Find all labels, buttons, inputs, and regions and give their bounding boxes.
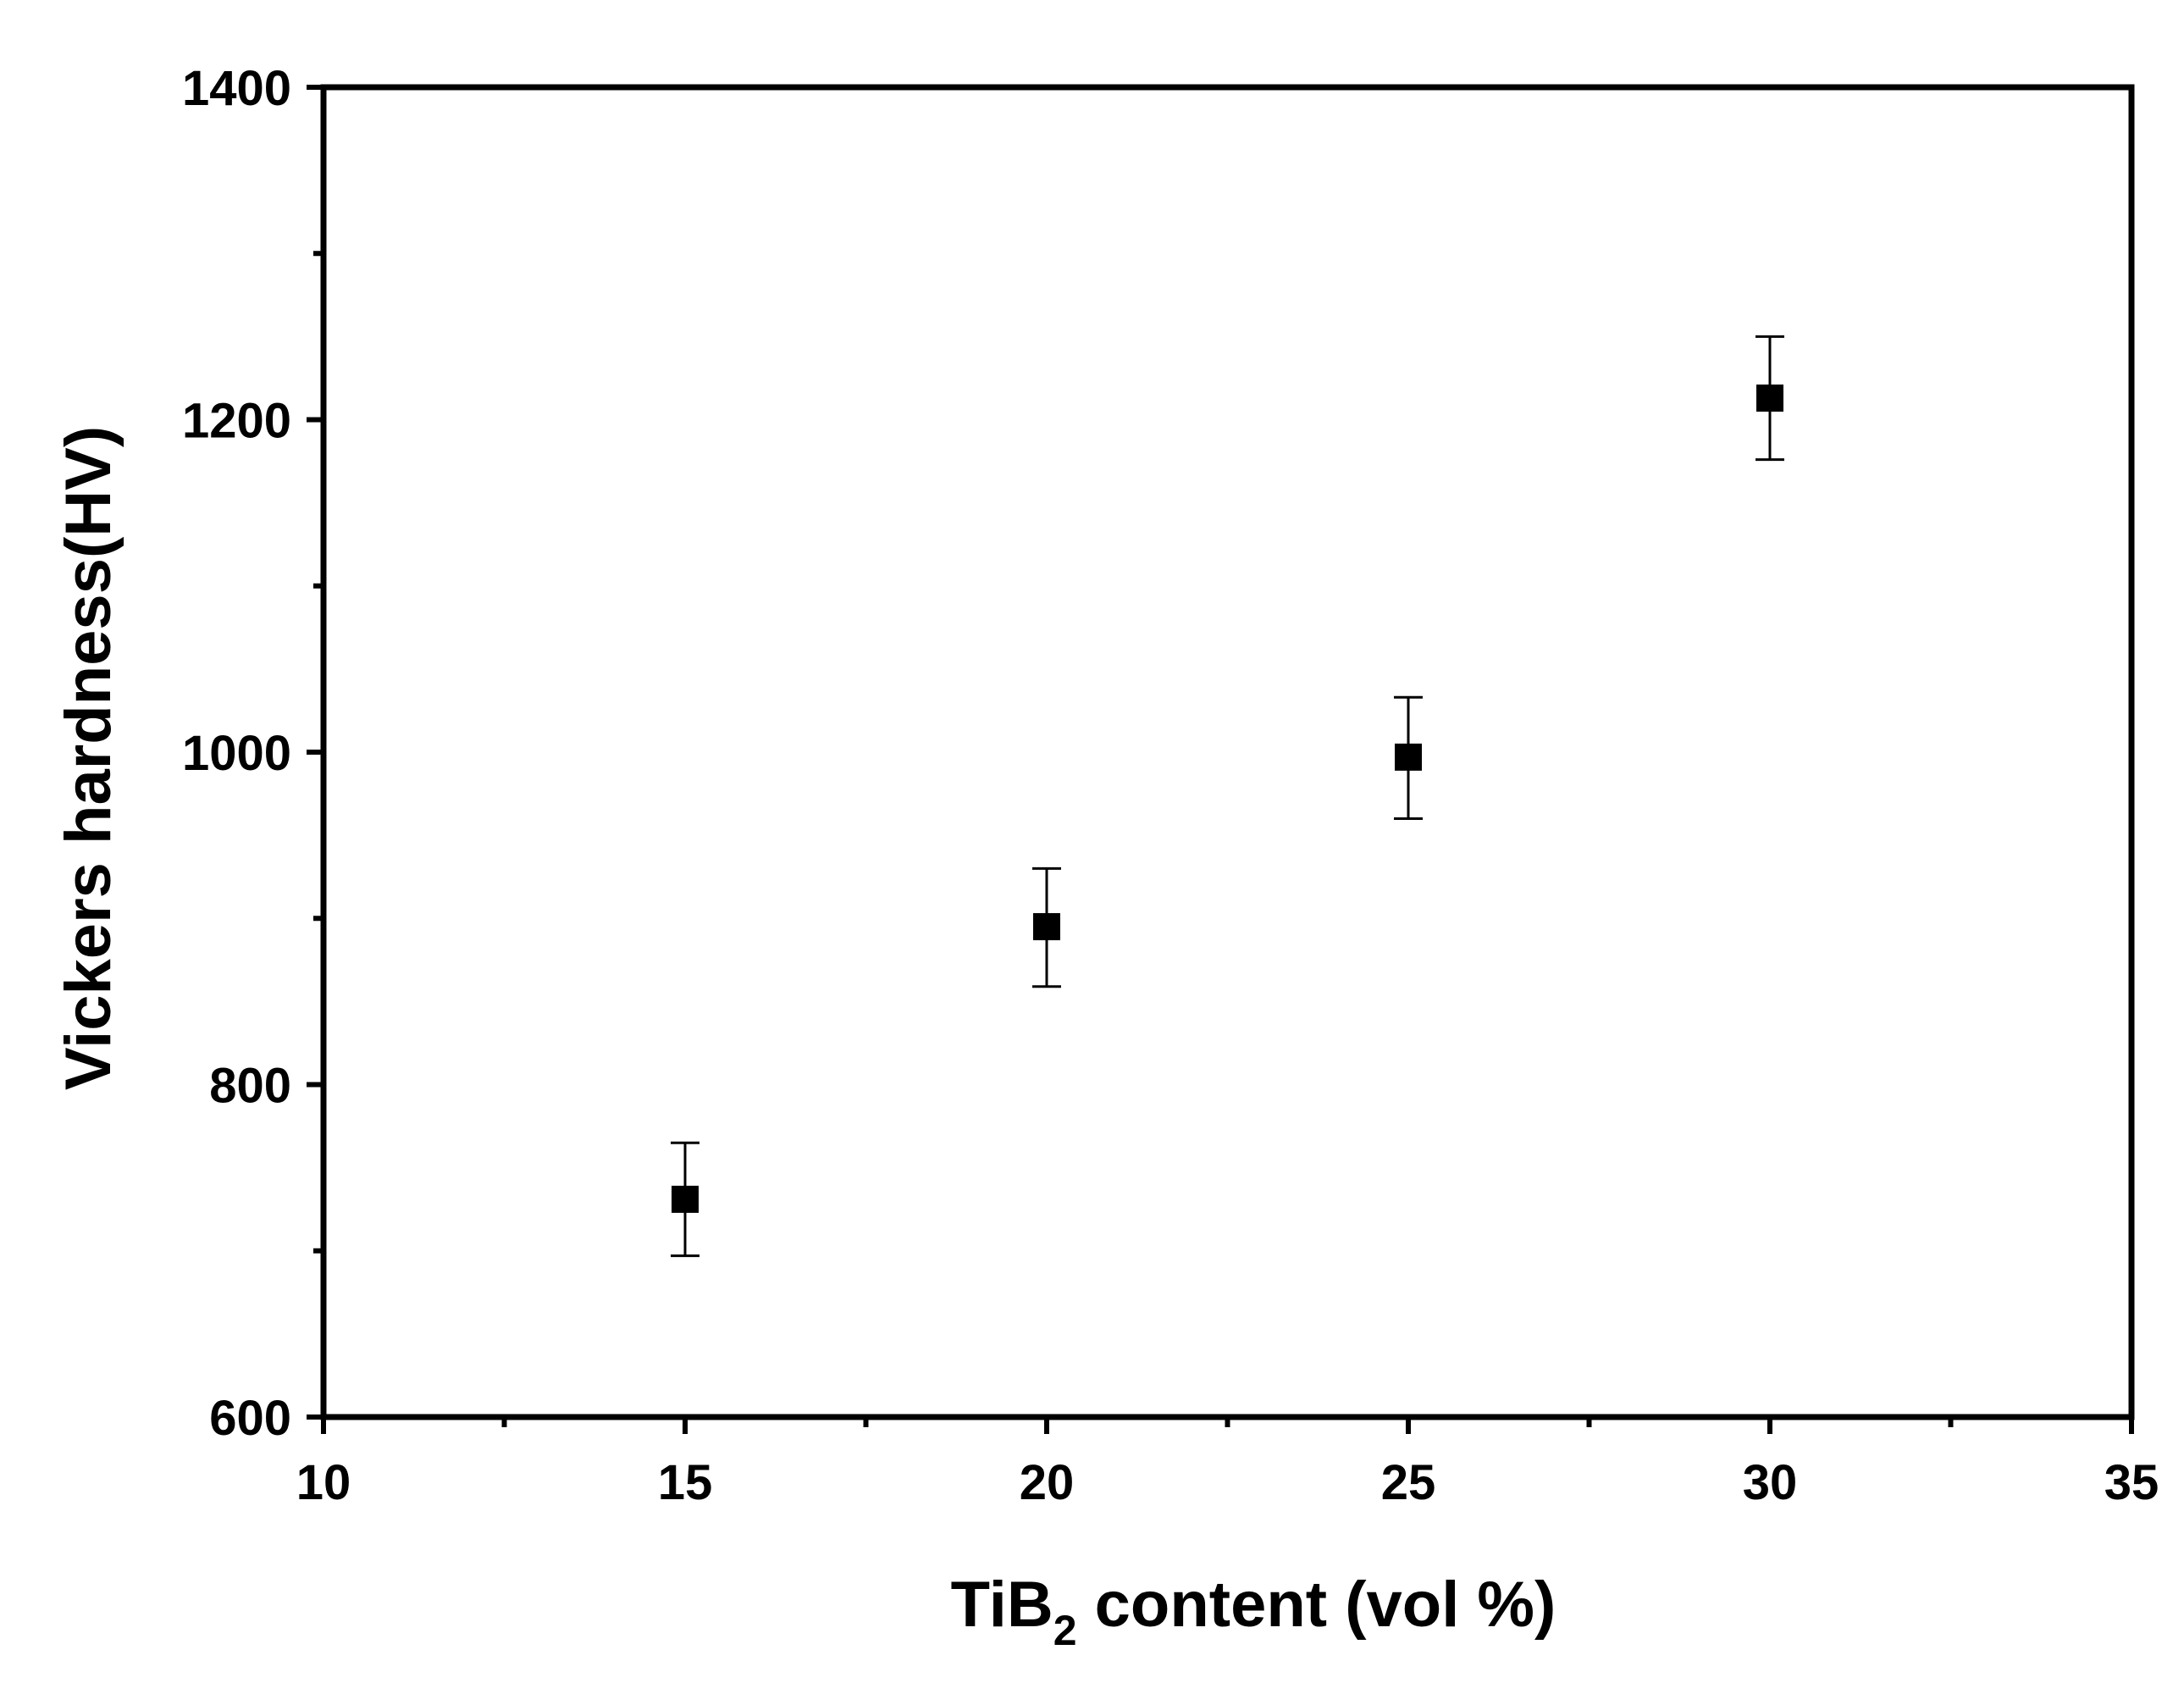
x-axis-title-suffix: content (vol %) bbox=[1077, 1569, 1556, 1641]
x-tick-label: 30 bbox=[1743, 1455, 1798, 1510]
data-marks bbox=[671, 335, 1784, 1258]
axis-ticks bbox=[307, 85, 2134, 1434]
data-point-group bbox=[1394, 695, 1423, 820]
y-tick-label: 1200 bbox=[182, 394, 291, 449]
data-point-marker bbox=[1033, 913, 1060, 941]
plot-frame bbox=[320, 84, 2135, 1420]
x-tick-label: 35 bbox=[2104, 1455, 2159, 1510]
data-point-group bbox=[1032, 866, 1061, 988]
data-point-marker bbox=[1395, 743, 1422, 771]
y-tick-label: 600 bbox=[209, 1391, 291, 1446]
data-point-group bbox=[1755, 335, 1784, 462]
x-tick-label: 15 bbox=[658, 1455, 713, 1510]
y-tick-label: 1400 bbox=[182, 61, 291, 116]
y-tick-label: 800 bbox=[209, 1059, 291, 1114]
y-axis-title: Vickers hardness(HV) bbox=[53, 426, 124, 1090]
y-tick-label: 1000 bbox=[182, 726, 291, 781]
x-axis-title-prefix: TiB bbox=[951, 1569, 1053, 1641]
x-tick-label: 25 bbox=[1381, 1455, 1436, 1510]
x-tick-label: 20 bbox=[1020, 1455, 1075, 1510]
data-point-marker bbox=[672, 1185, 699, 1213]
data-point-marker bbox=[1756, 384, 1783, 412]
x-axis-title: TiB2 content (vol %) bbox=[951, 1569, 1556, 1654]
data-point-group bbox=[671, 1141, 699, 1258]
axis-tick-labels: 10 15 20 25 30 35 600 800 1000 1200 1400 bbox=[182, 61, 2159, 1510]
x-axis-title-subscript: 2 bbox=[1053, 1607, 1077, 1654]
x-tick-label: 10 bbox=[296, 1455, 351, 1510]
plot-border bbox=[320, 84, 2135, 1420]
